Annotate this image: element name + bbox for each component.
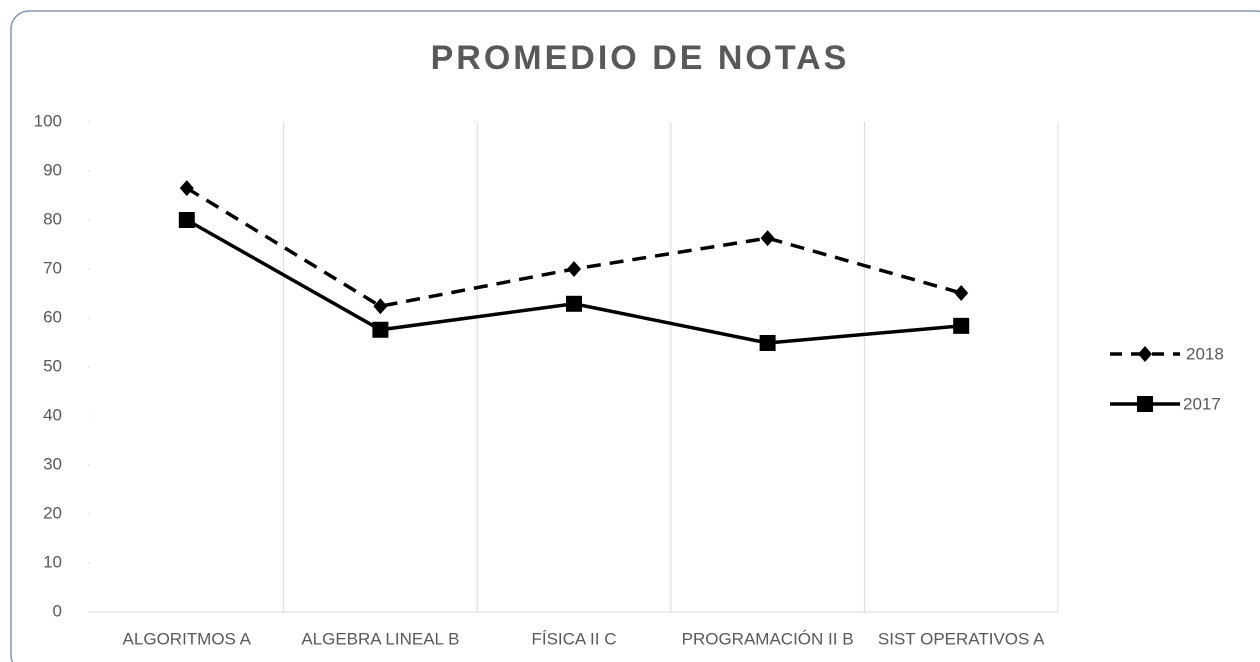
marker bbox=[759, 334, 776, 351]
x-tick-label: ALGORITMOS A bbox=[123, 629, 252, 648]
x-tick-label: PROGRAMACIÓN II B bbox=[682, 629, 854, 648]
y-tick-label: 90 bbox=[43, 160, 62, 179]
y-tick-label: 60 bbox=[43, 307, 62, 326]
y-tick-label: 10 bbox=[43, 552, 62, 571]
marker bbox=[954, 285, 969, 302]
chart-title: PROMEDIO DE NOTAS bbox=[431, 39, 850, 77]
marker bbox=[179, 180, 194, 197]
marker bbox=[373, 298, 388, 315]
marker bbox=[566, 295, 582, 312]
legend-label: 2018 bbox=[1186, 344, 1224, 363]
legend-label: 2017 bbox=[1183, 394, 1221, 413]
marker bbox=[567, 261, 581, 277]
marker bbox=[178, 212, 195, 228]
y-tick-label: 70 bbox=[43, 258, 62, 277]
marker bbox=[760, 230, 775, 247]
y-tick-label: 40 bbox=[43, 405, 62, 424]
y-tick-label: 100 bbox=[34, 111, 62, 130]
marker bbox=[372, 321, 389, 338]
marker bbox=[953, 317, 970, 334]
legend-marker bbox=[1138, 346, 1152, 362]
legend-marker bbox=[1137, 396, 1153, 412]
y-tick-label: 80 bbox=[43, 209, 62, 228]
y-tick-label: 30 bbox=[43, 454, 62, 473]
x-tick-label: SIST OPERATIVOS A bbox=[878, 629, 1045, 648]
chart-frame bbox=[10, 10, 1260, 662]
y-tick-label: 50 bbox=[43, 356, 62, 375]
y-tick-label: 20 bbox=[43, 503, 62, 522]
x-tick-label: ALGEBRA LINEAL B bbox=[301, 629, 459, 648]
y-tick-label: 0 bbox=[53, 601, 62, 620]
x-tick-label: FÍSICA II C bbox=[531, 629, 616, 648]
